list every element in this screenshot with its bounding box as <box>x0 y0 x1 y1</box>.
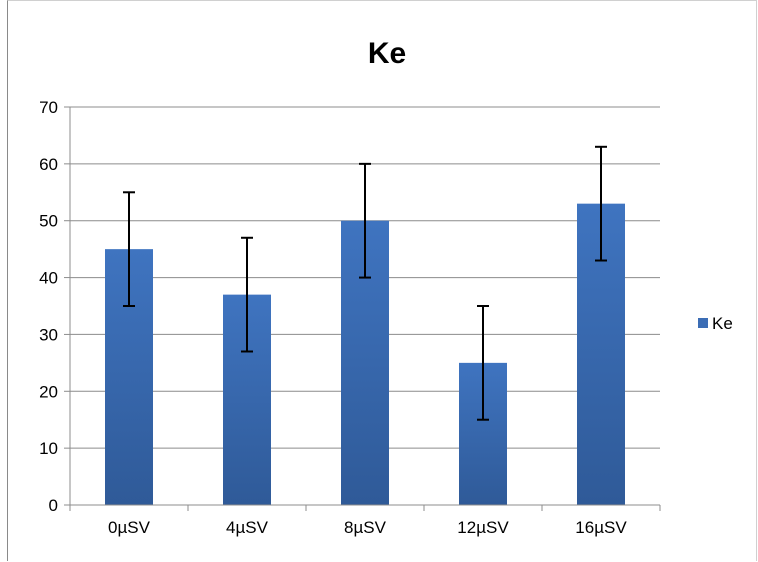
y-tick-label: 10 <box>39 439 58 458</box>
x-tick-label: 12µSV <box>457 518 509 537</box>
legend-swatch <box>698 318 708 328</box>
y-tick-label: 30 <box>39 325 58 344</box>
chart-title: Ke <box>368 37 406 70</box>
y-tick-label: 60 <box>39 155 58 174</box>
y-tick-label: 50 <box>39 212 58 231</box>
y-tick-label: 40 <box>39 269 58 288</box>
legend: Ke <box>698 314 733 333</box>
x-tick-label: 16µSV <box>575 518 627 537</box>
bars <box>105 203 625 505</box>
y-tick-label: 70 <box>39 98 58 117</box>
axes <box>69 107 660 506</box>
x-axis-ticks: 0µSV 4µSV 8µSV 12µSV 16µSV <box>69 505 661 537</box>
error-bars <box>123 145 607 421</box>
x-tick-label: 0µSV <box>108 518 151 537</box>
chart-frame <box>7 0 757 561</box>
x-tick-label: 4µSV <box>226 518 269 537</box>
y-axis-ticks: 0 10 20 30 40 50 60 70 <box>39 98 70 515</box>
x-tick-label: 8µSV <box>344 518 387 537</box>
y-tick-label: 20 <box>39 382 58 401</box>
legend-label: Ke <box>712 314 733 333</box>
y-tick-label: 0 <box>49 496 58 515</box>
